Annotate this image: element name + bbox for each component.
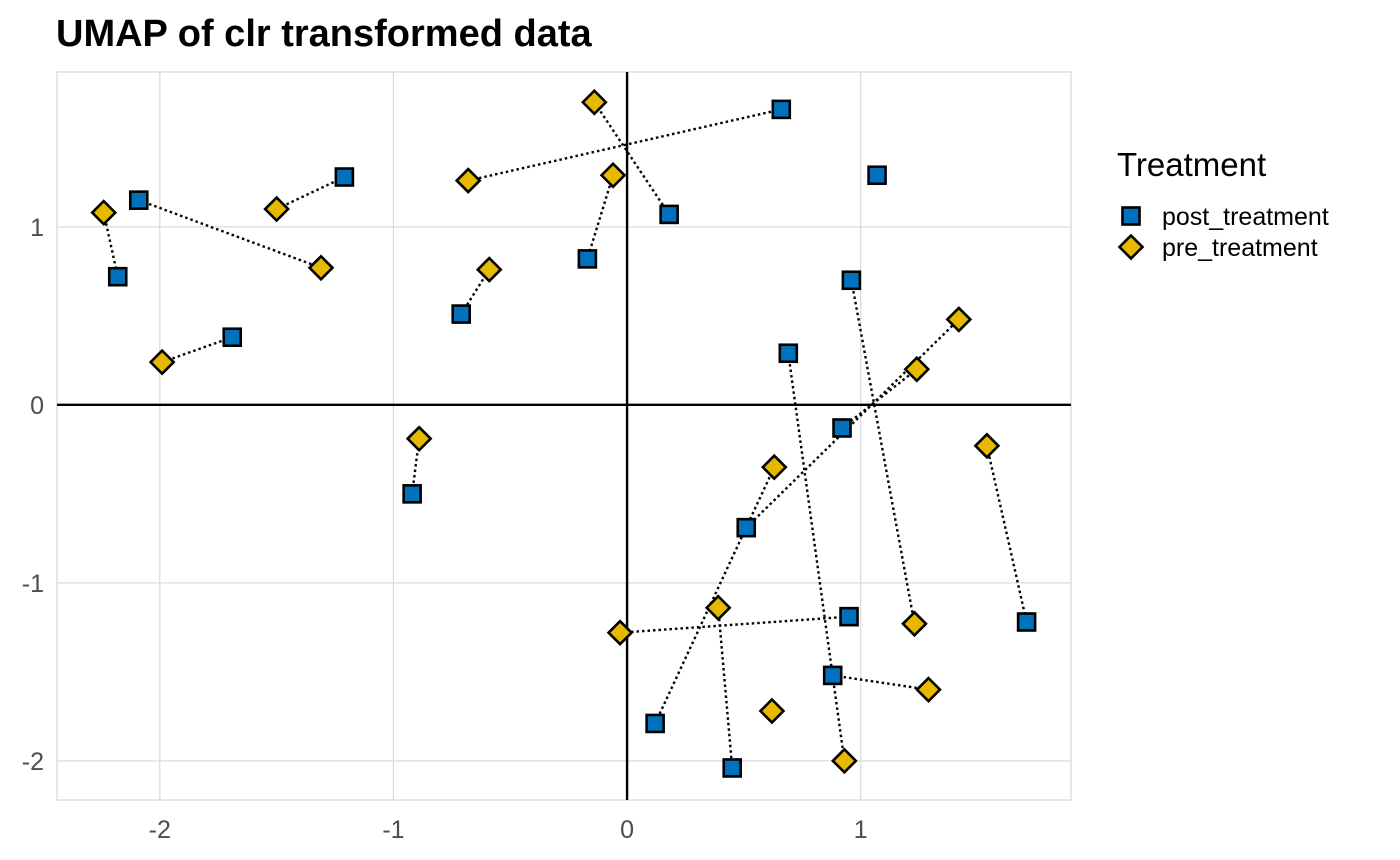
pre-treatment-point (758, 697, 786, 725)
connector-line (985, 445, 1028, 623)
post-treatment-point (736, 517, 757, 538)
post-treatment-point (822, 665, 843, 686)
legend-item-post-treatment: post_treatment (1121, 203, 1329, 231)
pre-treatment-point (405, 425, 433, 453)
pre-treatment-point (90, 199, 118, 226)
pre-treatment-point (973, 432, 1001, 460)
pre-treatment-point (760, 453, 788, 481)
post-treatment-point (841, 270, 862, 291)
legend: Treatment post_treatment pre_treatment (1117, 146, 1329, 262)
pre-treatment-point (454, 167, 482, 194)
chart-title: UMAP of clr transformed data (56, 13, 592, 55)
post-treatment-point (577, 249, 598, 269)
y-axis-ticks: -2 -1 0 1 (22, 214, 44, 776)
post-treatment-point (334, 167, 355, 187)
post-treatment-point (839, 606, 859, 627)
connector-line (841, 368, 918, 429)
post-treatment-point (128, 190, 149, 210)
connector-line (586, 174, 615, 260)
pre-treatment-point (704, 594, 732, 622)
connector-line (138, 199, 322, 269)
pre-treatment-point (915, 676, 942, 703)
post-treatment-point (451, 304, 471, 324)
legend-label: pre_treatment (1162, 234, 1318, 262)
pre-treatment-point (581, 88, 608, 116)
x-tick-label: 0 (620, 816, 634, 844)
x-axis-ticks: -2 -1 0 1 (149, 816, 868, 844)
pre-treatment-point (263, 195, 290, 223)
series-post-treatment (107, 99, 1037, 778)
legend-key-square (1121, 206, 1141, 226)
y-tick-label: -2 (22, 748, 44, 776)
post-treatment-point (867, 165, 887, 186)
pre-treatment-point (599, 161, 627, 189)
post-treatment-point (832, 418, 852, 438)
legend-title: Treatment (1117, 146, 1266, 183)
post-treatment-point (645, 713, 665, 734)
y-tick-label: 1 (30, 214, 44, 242)
x-tick-label: -1 (382, 816, 404, 844)
pre-treatment-point (945, 306, 973, 333)
pre-treatment-point (148, 348, 176, 376)
connector-line (745, 318, 960, 529)
y-tick-label: 0 (30, 392, 44, 420)
post-treatment-point (722, 758, 743, 778)
pre-treatment-point (831, 747, 858, 775)
series-pre-treatment (90, 88, 1001, 775)
plot-panel (56, 71, 1072, 801)
post-treatment-point (771, 99, 792, 120)
pre-treatment-point (901, 610, 928, 638)
post-treatment-point (1016, 612, 1037, 632)
post-treatment-point (107, 266, 128, 287)
legend-items: post_treatment pre_treatment (1117, 203, 1329, 262)
pre-treatment-point (475, 256, 503, 283)
connector-line (161, 336, 233, 364)
post-treatment-point (222, 327, 243, 348)
connector-line (787, 353, 846, 762)
post-treatment-point (778, 343, 799, 364)
pre-treatment-point (903, 355, 931, 383)
x-tick-label: -2 (149, 816, 171, 844)
x-tick-label: 1 (854, 816, 868, 844)
y-tick-label: -1 (22, 570, 44, 598)
panel-border (56, 71, 1072, 801)
legend-key-diamond (1117, 233, 1145, 261)
connector-line (467, 108, 782, 182)
legend-item-pre-treatment: pre_treatment (1117, 233, 1318, 262)
data-points (90, 88, 1037, 778)
reference-lines (57, 72, 1071, 800)
legend-label: post_treatment (1162, 203, 1329, 231)
pre-treatment-point (606, 619, 634, 647)
pre-treatment-point (307, 254, 335, 282)
post-treatment-point (402, 484, 422, 504)
post-treatment-point (659, 204, 679, 225)
connector-line (593, 101, 671, 216)
connector-line (276, 175, 345, 211)
connector-line (717, 607, 734, 769)
